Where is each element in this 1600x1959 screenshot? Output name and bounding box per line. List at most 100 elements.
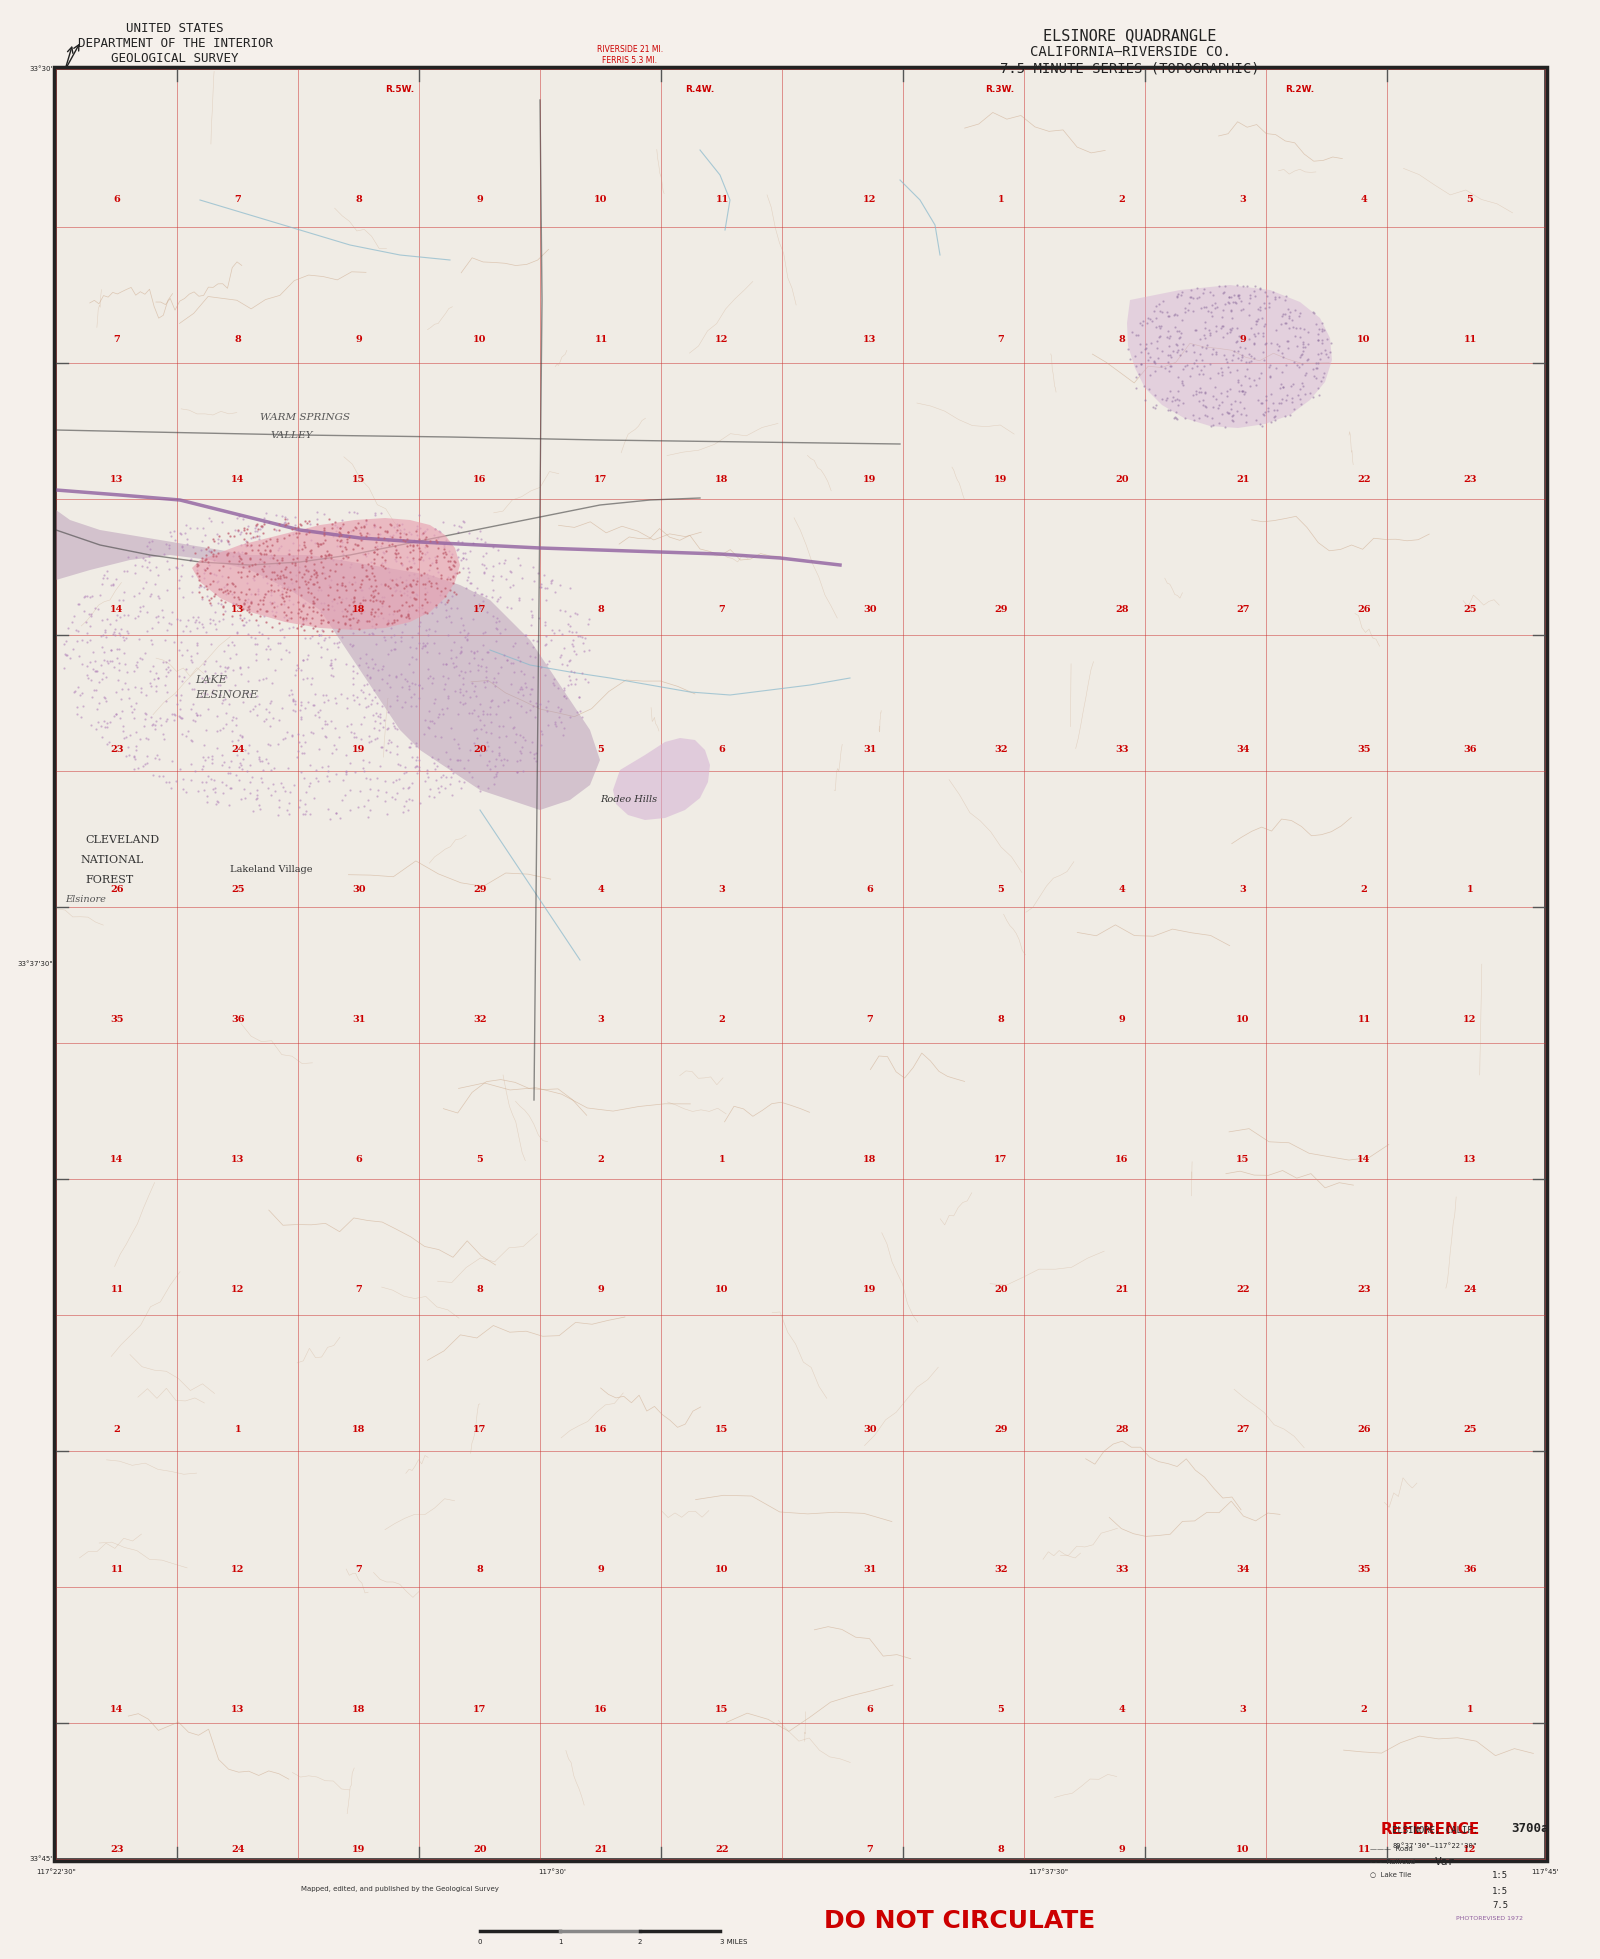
Text: 9: 9: [1118, 1015, 1125, 1025]
Text: 33: 33: [1115, 1565, 1128, 1575]
Text: PHOTOREVISED 1972: PHOTOREVISED 1972: [1456, 1916, 1523, 1922]
Text: 7.5 MINUTE SERIES (TOPOGRAPHIC): 7.5 MINUTE SERIES (TOPOGRAPHIC): [1000, 63, 1259, 76]
Text: 36: 36: [1464, 746, 1477, 754]
Text: 12: 12: [864, 196, 877, 204]
Text: 8: 8: [598, 605, 605, 615]
Text: RIVERSIDE 21 MI.
FERRIS 5.3 MI.: RIVERSIDE 21 MI. FERRIS 5.3 MI.: [597, 45, 662, 65]
Text: 7: 7: [355, 1565, 362, 1575]
Text: 20: 20: [474, 746, 486, 754]
Text: 34: 34: [1237, 1565, 1250, 1575]
Text: 22: 22: [1357, 476, 1371, 484]
Text: DO NOT CIRCULATE: DO NOT CIRCULATE: [824, 1908, 1096, 1934]
Text: 33°45': 33°45': [30, 1855, 53, 1861]
Text: 7: 7: [114, 335, 120, 345]
Text: 21: 21: [594, 1845, 608, 1855]
Text: 8: 8: [477, 1285, 483, 1295]
Text: UNITED STATES
DEPARTMENT OF THE INTERIOR
GEOLOGICAL SURVEY: UNITED STATES DEPARTMENT OF THE INTERIOR…: [77, 22, 272, 65]
Text: 11: 11: [110, 1285, 123, 1295]
Text: 15: 15: [715, 1706, 728, 1714]
Text: VALLEY: VALLEY: [270, 431, 312, 439]
Text: 117°30': 117°30': [538, 1869, 566, 1875]
Text: 16: 16: [1115, 1156, 1128, 1164]
Text: 14: 14: [232, 476, 245, 484]
Text: 23: 23: [1464, 476, 1477, 484]
Text: R.3W.: R.3W.: [986, 86, 1014, 94]
Text: 33: 33: [1115, 746, 1128, 754]
Text: 35: 35: [1357, 746, 1371, 754]
Text: 22: 22: [715, 1845, 728, 1855]
Text: 9: 9: [1118, 1845, 1125, 1855]
Text: 5: 5: [998, 1706, 1005, 1714]
Text: 13: 13: [232, 605, 245, 615]
Text: 9: 9: [598, 1565, 605, 1575]
Text: 27: 27: [1237, 1426, 1250, 1434]
Text: 1:5: 1:5: [1491, 1871, 1509, 1881]
Text: 11: 11: [1357, 1845, 1371, 1855]
Text: 24: 24: [232, 746, 245, 754]
Text: 22: 22: [1237, 1285, 1250, 1295]
Text: 16: 16: [594, 1426, 608, 1434]
Text: 7.5: 7.5: [1491, 1902, 1509, 1910]
Text: 32: 32: [994, 1565, 1008, 1575]
Text: 5: 5: [598, 746, 605, 754]
Text: 17: 17: [474, 1426, 486, 1434]
Text: REFERENCE: REFERENCE: [1381, 1822, 1480, 1836]
Text: 12: 12: [1464, 1845, 1477, 1855]
Text: 12: 12: [715, 335, 728, 345]
Text: 4: 4: [1360, 196, 1368, 204]
Text: 5: 5: [998, 885, 1005, 895]
Text: 15: 15: [352, 476, 366, 484]
Text: 117°45': 117°45': [1531, 1869, 1558, 1875]
Text: 32: 32: [474, 1015, 486, 1025]
Text: 8: 8: [355, 196, 362, 204]
Text: 30: 30: [862, 605, 877, 615]
Polygon shape: [192, 517, 461, 631]
Text: 11: 11: [110, 1565, 123, 1575]
Text: ———  Road: ——— Road: [1370, 1845, 1413, 1851]
Text: 19: 19: [864, 1285, 877, 1295]
Text: 23: 23: [110, 746, 123, 754]
Text: 18: 18: [864, 1156, 877, 1164]
Text: 10: 10: [1357, 335, 1371, 345]
Text: 7: 7: [867, 1845, 874, 1855]
Text: 7: 7: [867, 1015, 874, 1025]
Text: 31: 31: [864, 746, 877, 754]
Text: Lakeland Village: Lakeland Village: [230, 866, 312, 874]
Text: 11: 11: [594, 335, 608, 345]
Text: 3: 3: [598, 1015, 605, 1025]
Text: 2: 2: [1118, 196, 1125, 204]
Text: 8: 8: [998, 1015, 1005, 1025]
Text: 8: 8: [1118, 335, 1125, 345]
Text: 30: 30: [862, 1426, 877, 1434]
Text: 4: 4: [598, 885, 605, 895]
Polygon shape: [613, 739, 710, 821]
Text: 6: 6: [355, 1156, 362, 1164]
Text: 10: 10: [1237, 1845, 1250, 1855]
Text: ○  Lake Tile: ○ Lake Tile: [1370, 1871, 1411, 1877]
Text: 18: 18: [352, 1426, 366, 1434]
Text: WARM SPRINGS: WARM SPRINGS: [259, 413, 350, 423]
Text: 10: 10: [1237, 1015, 1250, 1025]
Text: 15: 15: [1237, 1156, 1250, 1164]
Text: 3700a: 3700a: [1512, 1822, 1549, 1836]
Text: 20: 20: [1115, 476, 1130, 484]
Text: 2: 2: [718, 1015, 725, 1025]
Text: 24: 24: [1464, 1285, 1477, 1295]
Text: 16: 16: [474, 476, 486, 484]
Text: 2: 2: [114, 1426, 120, 1434]
Text: 35: 35: [1357, 1565, 1371, 1575]
Text: 14: 14: [110, 1706, 123, 1714]
Text: 3 MILES: 3 MILES: [720, 1939, 747, 1945]
Text: 34: 34: [1237, 746, 1250, 754]
Text: 36: 36: [232, 1015, 245, 1025]
Text: 3: 3: [1240, 1706, 1246, 1714]
Text: 18: 18: [352, 1706, 366, 1714]
Text: 16: 16: [594, 1706, 608, 1714]
Text: 12: 12: [1464, 1015, 1477, 1025]
Polygon shape: [56, 509, 600, 809]
Text: 24: 24: [232, 1845, 245, 1855]
Text: Rodeo Hills: Rodeo Hills: [600, 795, 658, 805]
Text: 12: 12: [232, 1285, 245, 1295]
Text: 4: 4: [1118, 1706, 1125, 1714]
Text: 2: 2: [1360, 1706, 1368, 1714]
